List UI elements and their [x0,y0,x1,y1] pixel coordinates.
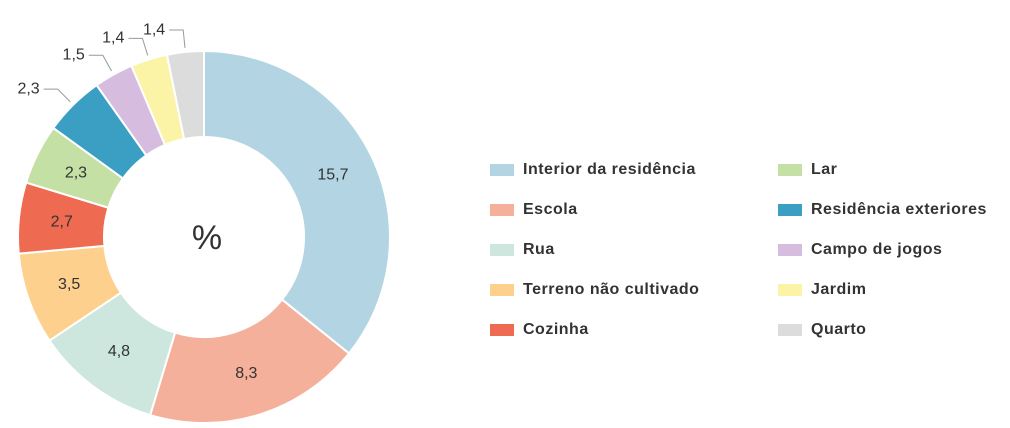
leader-line [169,29,186,49]
legend-label: Residência exteriores [811,201,987,218]
slice [148,298,351,424]
legend-label: Interior da residência [523,161,696,178]
value-label: 2,7 [51,213,73,230]
leader-line [43,88,71,103]
legend-label: Terreno não cultivado [523,281,699,298]
value-label: 2,3 [17,80,39,97]
legend-swatch [490,204,514,216]
legend-swatch [778,244,802,256]
leader-line [128,37,149,56]
legend-swatch [778,324,802,336]
leader-line [88,54,112,72]
legend-label: Rua [523,241,555,258]
legend-label: Lar [811,161,837,178]
value-label: 1,5 [63,46,85,63]
center-label: % [192,219,222,257]
value-label: 1,4 [102,30,124,47]
slice [203,49,391,355]
legend-label: Quarto [811,321,866,338]
value-label: 4,8 [108,343,130,360]
legend-swatch [778,204,802,216]
value-label: 2,3 [65,165,87,182]
legend-swatch [778,284,802,296]
value-label: 1,4 [143,21,165,38]
legend-swatch [490,244,514,256]
legend-label: Jardim [811,281,866,298]
legend-swatch [490,284,514,296]
slice [165,49,205,141]
legend-label: Campo de jogos [811,241,942,258]
value-label: 3,5 [58,276,80,293]
value-label: 15,7 [317,166,348,183]
legend-swatch [490,164,514,176]
legend-label: Cozinha [523,321,589,338]
legend-swatch [490,324,514,336]
legend-label: Escola [523,201,578,218]
value-label: 8,3 [235,365,257,382]
legend-swatch [778,164,802,176]
